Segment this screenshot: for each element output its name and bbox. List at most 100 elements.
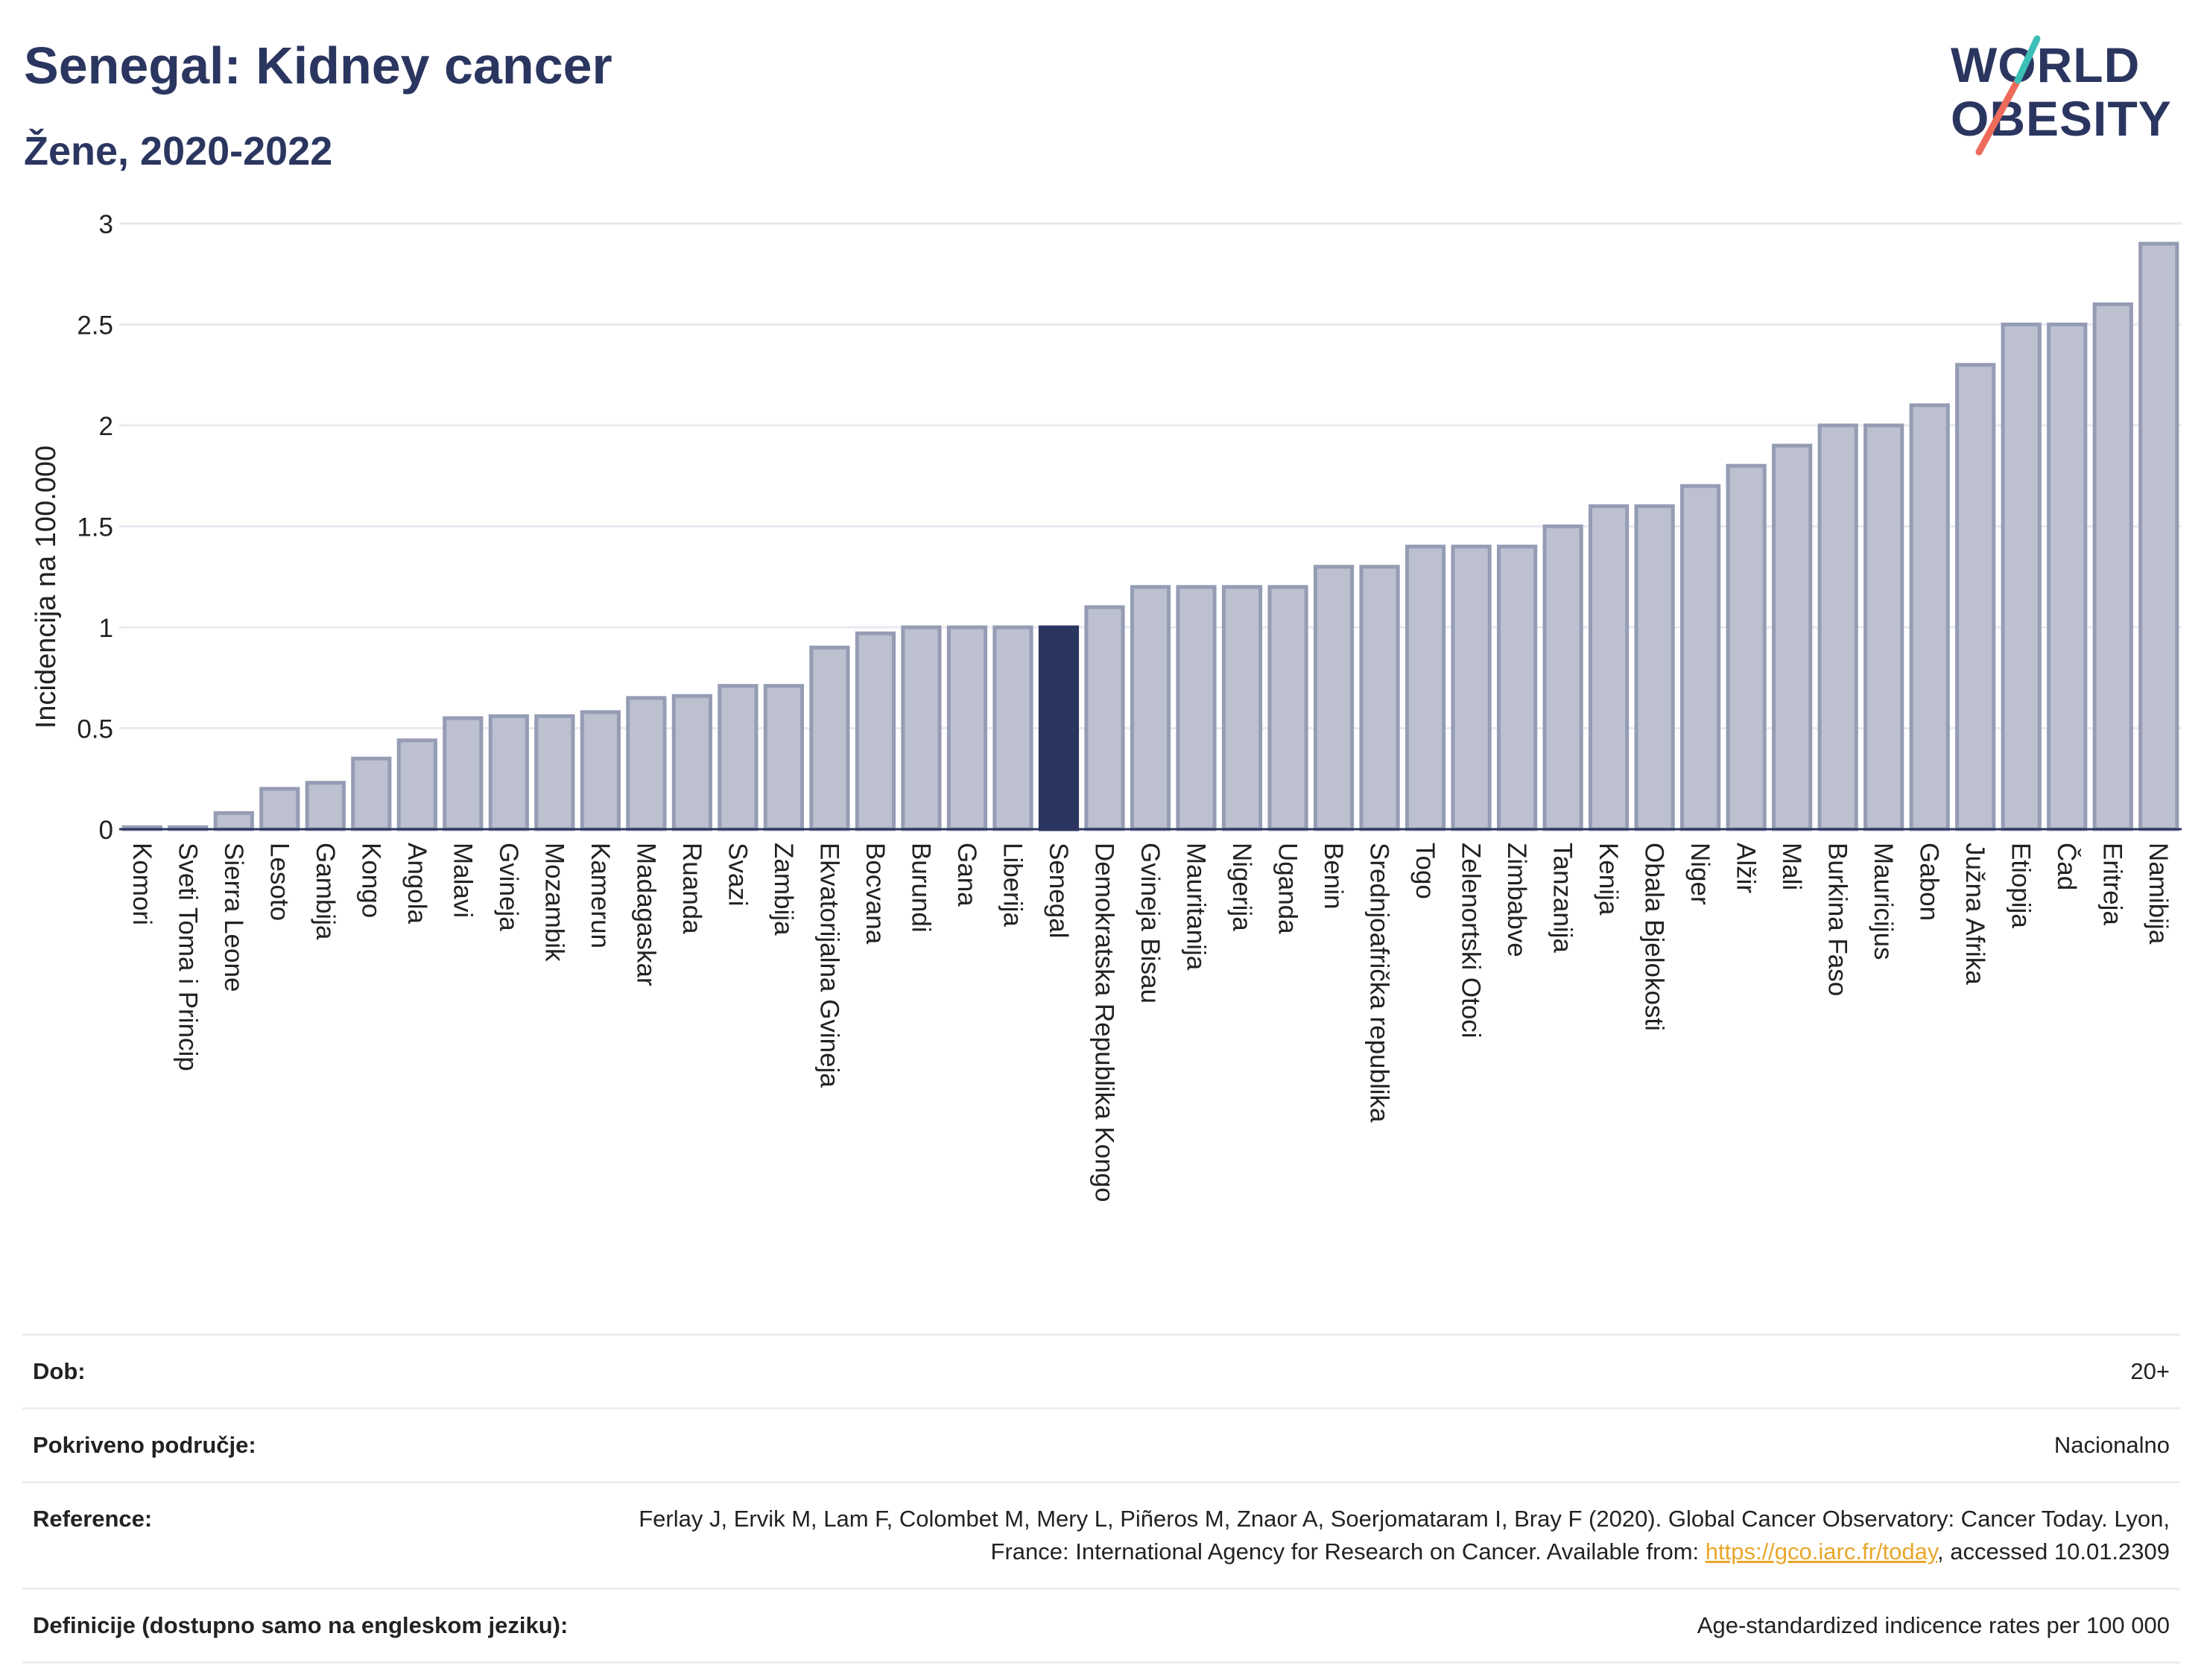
bars (121, 241, 2179, 831)
x-tick-label: Gvineja Bisau (1136, 843, 1165, 1004)
bar-demokratska-republika-kongo (1084, 605, 1125, 831)
bar-mauricijus (1863, 423, 1904, 831)
info-row-definition: Definicije (dostupno samo na engleskom j… (22, 1588, 2180, 1664)
bar-uganda (1267, 585, 1308, 831)
x-tick-label: Sierra Leone (219, 843, 248, 992)
bar-mozambik (534, 714, 575, 831)
x-tick-label: Ekvatorijalna Gvineja (814, 843, 843, 1088)
dob-label: Dob: (22, 1334, 580, 1410)
bar-madagaskar (626, 696, 667, 831)
x-tick-label: Bocvana (861, 843, 890, 945)
x-tick-label: Burundi (906, 843, 935, 933)
bar-namibija (2138, 241, 2179, 831)
bar-kenija (1589, 504, 1630, 831)
bar-togo (1405, 545, 1446, 831)
bar-al-ir (1726, 463, 1767, 831)
y-tick-label: 0 (99, 816, 113, 845)
bar-senegal (1038, 625, 1080, 831)
x-tick-label: Svazi (723, 843, 752, 907)
x-tick-label: Zambija (769, 843, 798, 936)
definition-value: Age-standardized indicence rates per 100… (580, 1588, 2180, 1664)
x-tick-label: Tanzanija (1548, 843, 1577, 953)
x-tick-label: Čad (2052, 843, 2081, 890)
bar-burkina-faso (1817, 423, 1858, 831)
x-tick-label: Demokratska Republika Kongo (1089, 843, 1118, 1202)
x-tick-label: Gabon (1915, 843, 1944, 921)
reference-label: Reference: (22, 1481, 580, 1590)
bar--ad (2047, 323, 2088, 831)
svg-text:WORLD: WORLD (1951, 37, 2140, 92)
x-tick-label: Kenija (1594, 843, 1623, 916)
x-tick-label: Komori (127, 843, 156, 925)
x-tick-label: Južna Afrika (1960, 843, 1989, 985)
bar-obala-bjelokosti (1634, 504, 1675, 831)
x-tick-label: Zelenortski Otoci (1457, 843, 1486, 1039)
x-tick-label: Mauritanija (1182, 843, 1211, 971)
x-axis-labels: Komori Sveti Toma i Princip Sierra Leone Le… (127, 843, 2173, 1202)
bar-mali (1772, 443, 1813, 831)
bar-nigerija (1221, 585, 1263, 831)
bar-gabon (1909, 403, 1950, 831)
x-tick-label: Gvineja (494, 843, 523, 931)
bar-angola (396, 738, 437, 831)
area-label: Pokriveno područje: (22, 1407, 580, 1483)
x-tick-label: Benin (1319, 843, 1348, 910)
y-axis-label: Incidencija na 100.000 (31, 446, 62, 729)
x-tick-label: Obala Bjelokosti (1640, 843, 1669, 1031)
x-tick-label: Burkina Faso (1823, 843, 1852, 996)
x-tick-label: Malavi (448, 843, 477, 918)
reference-suffix: , accessed 10.01.2309 (1937, 1538, 2170, 1565)
y-axis-ticks: 0 0.5 1 1.5 2 2.5 3 (77, 210, 113, 845)
bar-ju-na-afrika (1955, 363, 1996, 831)
area-value: Nacionalno (580, 1407, 2180, 1483)
x-tick-label: Madagaskar (631, 843, 660, 986)
y-tick-label: 2.5 (77, 311, 113, 340)
bar-zambija (763, 684, 805, 831)
page-subtitle: Žene, 2020-2022 (24, 129, 333, 174)
reference-value: Ferlay J, Ervik M, Lam F, Colombet M, Me… (580, 1481, 2180, 1590)
bar-tanzanija (1542, 524, 1583, 831)
x-tick-label: Srednjoafrička republika (1365, 843, 1394, 1123)
x-tick-label: Nigerija (1227, 843, 1256, 931)
y-tick-label: 2 (99, 412, 113, 441)
reference-link[interactable]: https://gco.iarc.fr/today (1705, 1538, 1938, 1565)
x-tick-label: Kamerun (586, 843, 615, 948)
info-row-dob: Dob: 20+ (22, 1334, 2180, 1410)
bar-liberija (992, 625, 1033, 831)
y-tick-label: 1.5 (77, 513, 113, 542)
bar-sierra-leone (213, 811, 254, 831)
x-tick-label: Sveti Toma i Princip (173, 843, 202, 1071)
bar-malavi (443, 716, 484, 831)
bar-benin (1313, 565, 1355, 831)
x-tick-label: Angola (402, 843, 431, 925)
info-row-reference: Reference: Ferlay J, Ervik M, Lam F, Col… (22, 1481, 2180, 1590)
x-tick-label: Etiopija (2007, 843, 2036, 928)
bar-chart: 0 0.5 1 1.5 2 2.5 3 Komori Sveti Toma i Princip… (31, 210, 2182, 1202)
x-tick-label: Mozambik (539, 843, 569, 962)
bar-bocvana (855, 631, 896, 831)
x-tick-label: Uganda (1273, 843, 1302, 934)
bar-eritreja (2092, 302, 2133, 831)
x-tick-label: Eritreja (2098, 843, 2127, 925)
y-tick-label: 0.5 (77, 715, 113, 744)
definition-label: Definicije (dostupno samo na engleskom j… (22, 1588, 580, 1664)
dob-value: 20+ (580, 1334, 2180, 1410)
bar-ekvatorijalna-gvineja (809, 645, 850, 831)
bar-kongo (351, 756, 392, 831)
x-tick-label: Mali (1777, 843, 1806, 890)
bar-zimbabve (1496, 545, 1538, 831)
y-tick-label: 3 (99, 210, 113, 239)
bar-ruanda (671, 694, 712, 831)
x-tick-label: Gana (952, 843, 981, 907)
x-tick-label: Gambija (311, 843, 340, 940)
bar-gvineja (488, 714, 529, 831)
info-row-area: Pokriveno područje: Nacionalno (22, 1407, 2180, 1483)
y-tick-label: 1 (99, 614, 113, 643)
bar-svazi (718, 684, 759, 831)
x-tick-label: Senegal (1044, 843, 1073, 938)
bar-lesoto (259, 787, 300, 831)
x-tick-label: Mauricijus (1869, 843, 1898, 960)
x-tick-label: Niger (1685, 843, 1714, 905)
bar-srednjoafri-ka-republika (1359, 565, 1400, 831)
bar-gana (946, 625, 988, 831)
